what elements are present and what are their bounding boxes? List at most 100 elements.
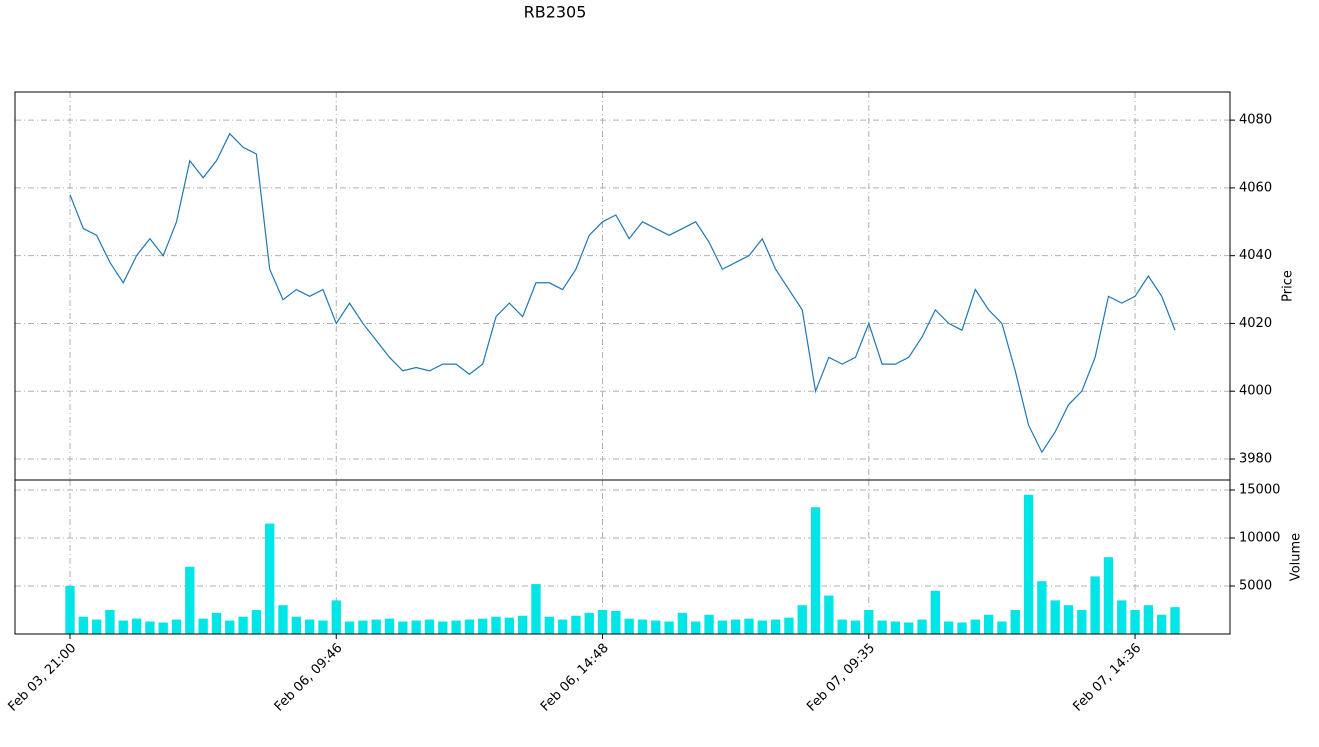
volume-bar — [531, 584, 541, 634]
volume-bar — [344, 621, 355, 634]
volume-bar — [651, 620, 661, 634]
volume-bar — [251, 609, 262, 634]
volume-bar — [171, 619, 182, 634]
volume-bar — [91, 619, 102, 634]
volume-bar — [744, 618, 754, 634]
volume-bar — [371, 619, 381, 634]
volume-bar — [464, 619, 475, 634]
volume-bar — [677, 612, 688, 634]
volume-bar — [358, 620, 368, 634]
panel-frame — [14, 91, 1231, 481]
volume-bar — [78, 616, 88, 634]
y-tick-label: 4040 — [1239, 248, 1272, 263]
volume-bar — [917, 619, 927, 634]
volume-bar — [970, 619, 980, 634]
volume-bar — [1037, 581, 1047, 634]
volume-bar — [850, 620, 861, 634]
volume-bar — [784, 617, 794, 634]
volume-bar — [837, 619, 847, 634]
volume-bar — [304, 619, 315, 634]
volume-bar — [810, 507, 821, 634]
volume-bar — [145, 621, 155, 634]
volume-bar — [624, 618, 634, 634]
volume-bar — [637, 619, 648, 634]
volume-bar — [757, 620, 767, 634]
volume-bar — [504, 617, 514, 634]
y-axis-label: Volume — [1289, 533, 1304, 581]
x-tick-label: Feb 03, 21:00 — [5, 641, 79, 715]
x-tick-label: Feb 06, 14:48 — [538, 641, 612, 715]
volume-bar — [131, 618, 142, 634]
volume-bar — [611, 610, 621, 634]
volume-bar — [691, 621, 701, 634]
volume-bar — [318, 620, 328, 634]
volume-bar — [664, 621, 674, 634]
volume-bar — [1010, 609, 1020, 634]
volume-bar — [198, 618, 208, 634]
volume-bar — [770, 619, 781, 634]
volume-bar — [438, 621, 448, 634]
volume-bar — [384, 618, 395, 634]
x-tick-label: Feb 07, 09:35 — [804, 641, 878, 715]
volume-bar — [904, 622, 914, 634]
volume-bar — [291, 616, 301, 634]
volume-bar — [983, 614, 994, 634]
volume-bar — [1170, 607, 1180, 634]
volume-bar — [1130, 609, 1140, 634]
volume-bar — [1143, 605, 1154, 634]
volume-bar — [557, 619, 568, 634]
volume-bar — [957, 622, 967, 634]
volume-bar — [1023, 494, 1034, 634]
y-tick-label: 5000 — [1239, 578, 1272, 593]
volume-bar — [478, 618, 488, 634]
volume-bar — [225, 620, 235, 634]
volume-bar — [211, 612, 222, 634]
price-line — [69, 132, 1176, 454]
volume-bar — [877, 620, 887, 634]
y-tick-label: 10000 — [1239, 530, 1280, 545]
y-tick-label: 4000 — [1239, 384, 1272, 399]
volume-bar — [185, 566, 195, 634]
volume-bar — [890, 621, 901, 634]
panel-frame — [14, 479, 1231, 635]
x-tick-label: Feb 06, 09:46 — [272, 641, 346, 715]
volume-bar — [704, 614, 714, 634]
volume-bar — [451, 620, 461, 634]
chart-title: RB2305 — [524, 3, 587, 22]
volume-bar — [1063, 605, 1074, 634]
volume-bar — [411, 620, 421, 634]
volume-bar — [517, 615, 528, 634]
volume-bar — [997, 621, 1007, 634]
volume-bar — [424, 619, 435, 634]
volume-bar — [717, 620, 728, 634]
y-tick-label: 4060 — [1239, 180, 1272, 195]
y-tick-label: 15000 — [1239, 482, 1280, 497]
x-tick-label: Feb 07, 14:36 — [1071, 641, 1145, 715]
volume-bar — [1117, 600, 1127, 634]
volume-bar — [331, 600, 341, 634]
y-tick-label: 4020 — [1239, 316, 1272, 331]
volume-bar — [584, 612, 594, 634]
volume-bar — [1103, 557, 1114, 634]
volume-bar — [118, 620, 128, 634]
volume-bar — [824, 595, 834, 634]
volume-bar — [1077, 609, 1087, 634]
volume-bar — [105, 609, 115, 634]
volume-bar — [238, 616, 248, 634]
y-tick-label: 3980 — [1239, 451, 1272, 466]
y-axis-label: Price — [1281, 270, 1296, 302]
volume-bar — [571, 615, 581, 634]
volume-bar — [864, 609, 874, 634]
volume-bar — [731, 619, 741, 634]
volume-bar — [930, 590, 941, 634]
volume-bar — [944, 621, 954, 634]
y-tick-label: 4080 — [1239, 113, 1272, 128]
volume-bar — [797, 605, 807, 634]
volume-bar — [398, 621, 408, 634]
volume-bar — [491, 616, 501, 634]
volume-bar — [158, 622, 168, 634]
volume-bar — [1090, 576, 1100, 634]
volume-bar — [65, 585, 75, 634]
volume-bar — [278, 605, 288, 634]
